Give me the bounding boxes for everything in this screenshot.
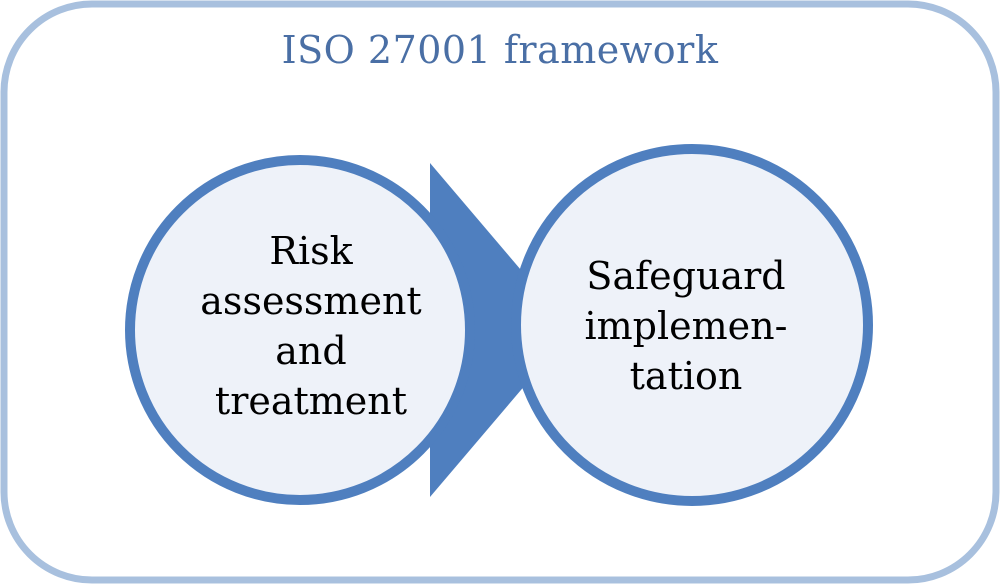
node-safeguard-line: implemen-	[584, 304, 788, 348]
node-risk-line: treatment	[214, 379, 408, 423]
node-safeguard-line: tation	[629, 354, 743, 398]
node-risk-line: Risk	[269, 229, 353, 273]
node-risk-line: and	[275, 329, 347, 373]
flow-arrow	[430, 163, 572, 497]
node-risk-circle	[125, 155, 475, 505]
node-safeguard-label: Safeguard implemen- tation	[556, 226, 816, 426]
node-safeguard-line: Safeguard	[586, 254, 786, 298]
node-safeguard-circle	[511, 144, 873, 506]
node-risk-label: Risk assessment and treatment	[176, 206, 446, 446]
diagram-title: ISO 27001 framework	[281, 28, 719, 72]
node-risk-line: assessment	[200, 279, 422, 323]
